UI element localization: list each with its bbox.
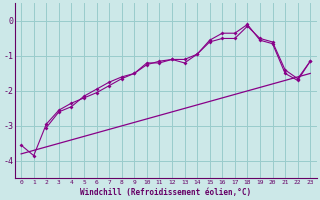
X-axis label: Windchill (Refroidissement éolien,°C): Windchill (Refroidissement éolien,°C) [80,188,251,197]
